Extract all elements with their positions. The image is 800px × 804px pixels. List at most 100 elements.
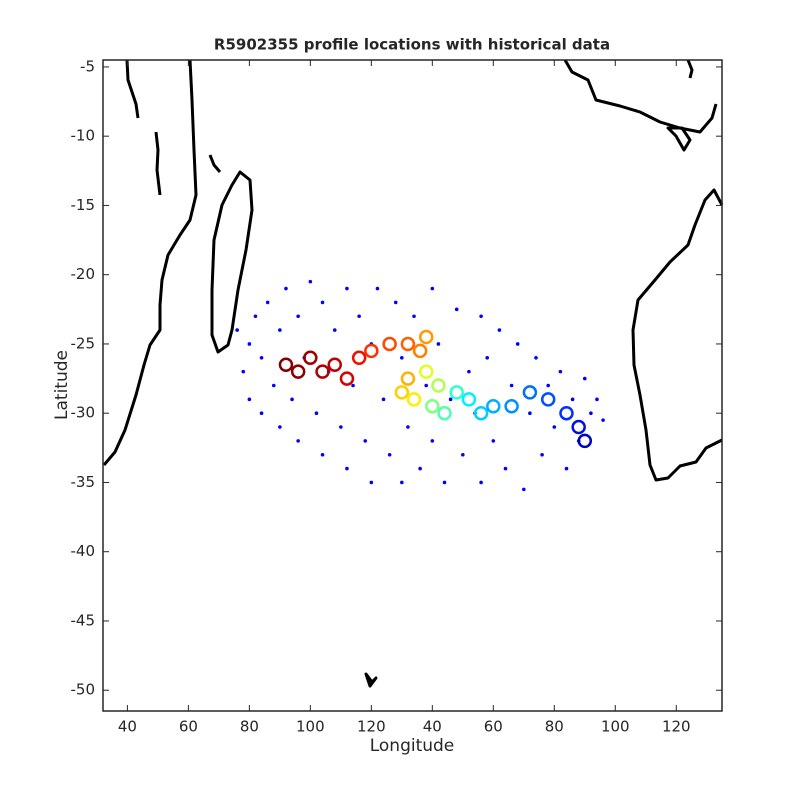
- historical-point: [253, 314, 258, 319]
- profile-marker: [290, 364, 306, 379]
- x-tick-label: 60: [484, 718, 503, 736]
- historical-point: [461, 452, 465, 457]
- historical-point: [247, 342, 252, 346]
- historical-point: [235, 328, 239, 332]
- profile-marker: [461, 392, 477, 407]
- profile-marker: [400, 371, 416, 386]
- x-tick-label: 100: [296, 718, 325, 736]
- historical-point: [345, 466, 349, 471]
- historical-point: [320, 300, 325, 305]
- historical-point: [509, 383, 514, 388]
- profile-marker: [351, 350, 367, 366]
- historical-point: [259, 355, 264, 360]
- chart-title: R5902355 profile locations with historic…: [214, 36, 610, 54]
- historical-point: [278, 425, 282, 429]
- y-tick-label: -35: [71, 473, 96, 491]
- coastline: [631, 188, 724, 482]
- historical-point: [442, 480, 447, 485]
- profile-marker: [327, 357, 342, 372]
- historical-point: [528, 411, 532, 416]
- historical-point: [320, 452, 325, 457]
- historical-point: [296, 439, 300, 443]
- historical-point: [375, 286, 380, 291]
- x-tick-label: 60: [179, 718, 198, 736]
- historical-point: [290, 397, 294, 402]
- profile-marker: [577, 433, 593, 449]
- historical-point: [418, 466, 422, 471]
- y-tick-label: -20: [71, 265, 96, 283]
- profile-marker: [364, 343, 379, 359]
- profile-marker: [412, 343, 428, 359]
- coastline: [154, 131, 162, 196]
- historical-point: [363, 439, 368, 443]
- profile-marker: [303, 350, 318, 366]
- y-tick-label: -30: [71, 404, 96, 422]
- coastline: [364, 672, 378, 688]
- historical-point: [436, 342, 441, 346]
- profile-marker: [418, 329, 434, 345]
- profile-marker: [431, 378, 446, 393]
- coastlines: [102, 59, 724, 688]
- historical-point: [271, 383, 276, 388]
- historical-point: [412, 314, 416, 319]
- coastline: [208, 154, 222, 173]
- historical-point: [369, 480, 374, 485]
- historical-point: [430, 439, 435, 443]
- y-tick-label: -50: [71, 681, 96, 699]
- historical-point: [381, 397, 386, 402]
- historical-point: [558, 369, 563, 374]
- x-axis-label: Longitude: [370, 736, 455, 756]
- x-tick-label: 40: [423, 718, 442, 736]
- historical-point: [314, 411, 319, 416]
- historical-point: [552, 425, 557, 429]
- y-tick-label: -40: [71, 542, 96, 560]
- y-tick-label: -45: [71, 611, 96, 629]
- profile-marker: [406, 392, 422, 407]
- coastline: [102, 59, 198, 466]
- x-tick-label: 40: [118, 718, 137, 736]
- historical-point: [564, 466, 569, 471]
- historical-point: [400, 355, 404, 360]
- historical-point: [485, 355, 490, 360]
- profile-marker: [437, 405, 452, 421]
- profile-marker: [559, 405, 574, 421]
- y-tick-label: -5: [80, 57, 95, 75]
- historical-point: [534, 355, 538, 360]
- x-tick-label: 120: [662, 718, 691, 736]
- axes-box: [102, 59, 723, 712]
- historical-point: [491, 439, 496, 443]
- historical-point: [515, 342, 520, 346]
- historical-point: [296, 314, 300, 319]
- historical-point: [582, 376, 587, 381]
- profile-marker: [339, 371, 355, 386]
- historical-point: [503, 466, 508, 471]
- historical-point: [497, 328, 502, 332]
- coastline: [125, 59, 140, 119]
- historical-point: [265, 300, 270, 305]
- historical-point: [430, 286, 435, 291]
- historical-point: [479, 314, 483, 319]
- historical-point: [521, 487, 526, 492]
- y-tick-label: -10: [71, 127, 96, 145]
- historical-point: [308, 279, 313, 284]
- profile-marker: [486, 399, 501, 414]
- historical-point: [284, 286, 288, 291]
- profile-marker: [278, 357, 294, 372]
- historical-point: [278, 328, 282, 332]
- profile-marker: [540, 392, 556, 407]
- historical-point: [595, 397, 599, 402]
- profile-marker: [449, 385, 464, 400]
- profile-marker: [522, 385, 538, 400]
- historical-point: [241, 369, 246, 374]
- historical-point: [345, 286, 349, 291]
- historical-point: [406, 425, 410, 429]
- historical-point: [247, 397, 252, 402]
- historical-point: [570, 397, 575, 402]
- profile-marker: [400, 336, 416, 352]
- historical-point: [540, 452, 544, 457]
- historical-point: [332, 328, 337, 332]
- coastline: [666, 126, 692, 152]
